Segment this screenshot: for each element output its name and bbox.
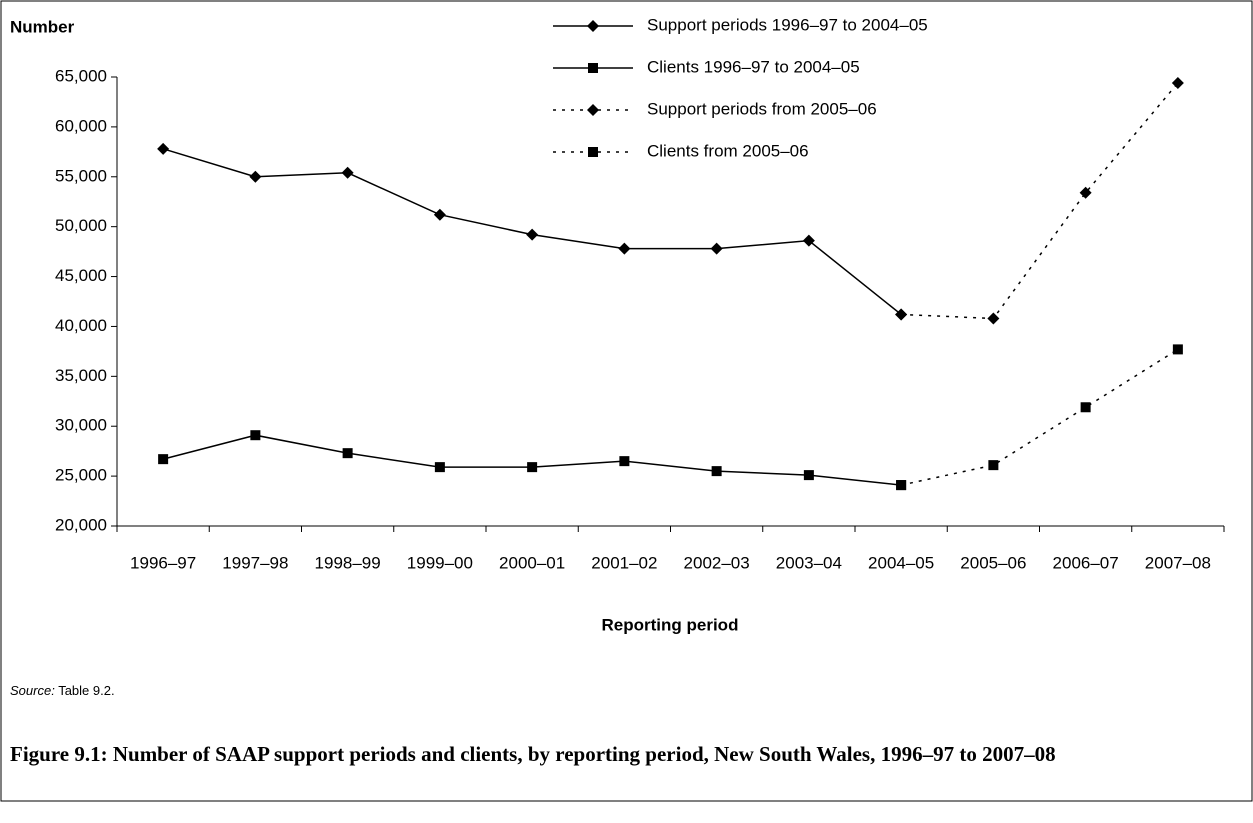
y-tick-label: 30,000 [55,416,107,435]
legend-label: Support periods from 2005–06 [647,99,877,118]
marker-square [896,480,907,491]
marker-square [803,470,814,481]
marker-diamond [587,104,599,116]
legend-item: Support periods 1996–97 to 2004–05 [553,15,928,34]
marker-diamond [618,242,631,255]
y-tick-label: 25,000 [55,466,107,485]
marker-diamond [341,166,354,179]
marker-diamond [987,312,1000,325]
x-tick-label: 1997–98 [222,553,288,572]
marker-square [588,63,598,73]
marker-diamond [157,142,170,155]
legend-item: Clients from 2005–06 [553,141,809,160]
source-label: Source: [10,683,55,698]
marker-diamond [1079,186,1092,199]
source-text: Table 9.2. [58,683,114,698]
marker-diamond [802,234,815,247]
y-tick-label: 40,000 [55,316,107,335]
marker-square [342,448,353,459]
x-tick-label: 2004–05 [868,553,934,572]
x-tick-label: 1999–00 [407,553,473,572]
legend-label: Clients 1996–97 to 2004–05 [647,57,860,76]
marker-square [434,462,445,473]
marker-square [527,462,538,473]
y-tick-label: 50,000 [55,216,107,235]
marker-square [619,456,630,467]
y-tick-label: 65,000 [55,66,107,85]
legend-item: Clients 1996–97 to 2004–05 [553,57,860,76]
marker-square [1172,344,1183,355]
marker-diamond [710,242,723,255]
marker-diamond [1171,76,1184,89]
marker-square [250,430,261,441]
marker-square [588,147,598,157]
x-tick-label: 1998–99 [315,553,381,572]
marker-square [1080,402,1091,413]
x-tick-label: 2007–08 [1145,553,1211,572]
source: Source: Table 9.2. [10,683,115,698]
marker-diamond [587,20,599,32]
x-axis-title: Reporting period [602,615,739,634]
marker-diamond [433,208,446,221]
y-tick-label: 35,000 [55,366,107,385]
x-tick-label: 2000–01 [499,553,565,572]
y-tick-label: 45,000 [55,266,107,285]
marker-square [988,460,999,471]
series-line [901,82,1179,320]
legend-label: Clients from 2005–06 [647,141,809,160]
frame [0,0,1253,802]
marker-square [711,466,722,477]
y-axis-title: Number [10,17,75,36]
y-tick-label: 60,000 [55,116,107,135]
series-line [900,348,1179,486]
x-tick-label: 1996–97 [130,553,196,572]
marker-diamond [895,308,908,321]
caption: Figure 9.1: Number of SAAP support perio… [10,742,1056,766]
y-tick-label: 55,000 [55,166,107,185]
x-tick-label: 2005–06 [960,553,1026,572]
marker-diamond [249,170,262,183]
legend-item: Support periods from 2005–06 [553,99,877,118]
x-tick-label: 2002–03 [684,553,750,572]
marker-diamond [526,228,539,241]
x-tick-label: 2006–07 [1053,553,1119,572]
x-tick-label: 2003–04 [776,553,842,572]
y-tick-label: 20,000 [55,515,107,534]
legend-label: Support periods 1996–97 to 2004–05 [647,15,928,34]
series-line [162,434,902,486]
marker-square [158,454,169,465]
x-tick-label: 2001–02 [591,553,657,572]
